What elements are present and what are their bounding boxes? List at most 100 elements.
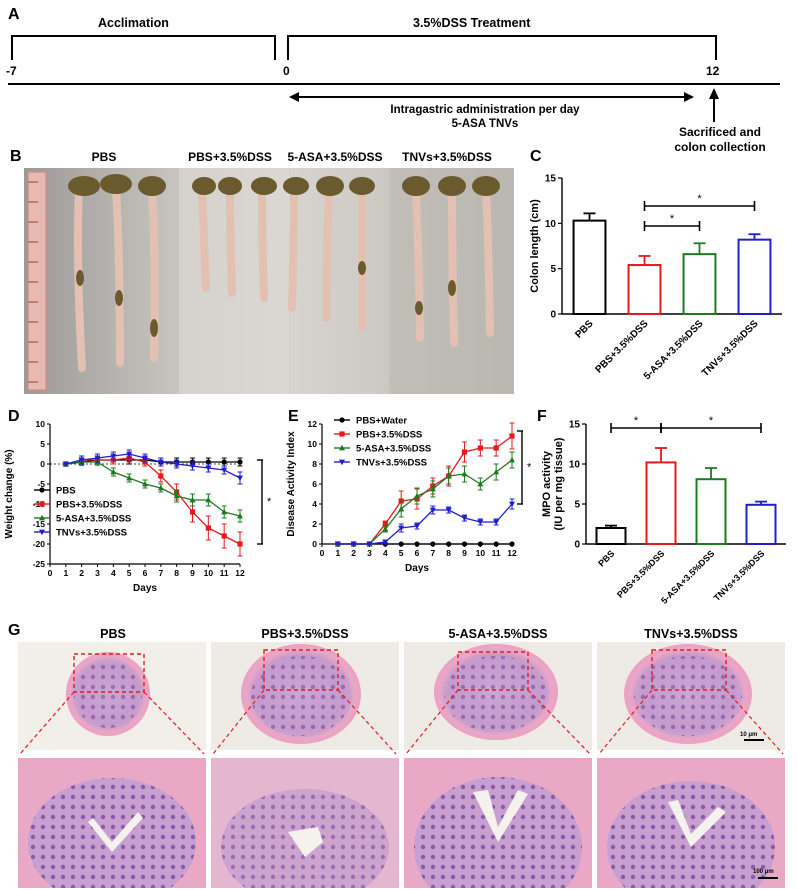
panel-letter-a: A xyxy=(8,6,20,23)
significance-star: * xyxy=(634,415,639,427)
panel-letter-f: F xyxy=(537,408,547,425)
panel-letter-d: D xyxy=(8,408,20,425)
data-point xyxy=(205,459,211,465)
data-point xyxy=(493,468,500,475)
data-point xyxy=(94,455,101,462)
data-point xyxy=(237,541,243,547)
data-point xyxy=(110,468,117,475)
legend-marker xyxy=(339,444,345,451)
tick-0: 0 xyxy=(283,64,290,78)
data-point xyxy=(78,457,85,464)
series-line xyxy=(65,453,241,479)
photo-label-tnv: TNVs+3.5%DSS xyxy=(402,150,492,164)
data-point xyxy=(237,512,243,519)
photo-label-pbs: PBS xyxy=(91,150,117,164)
y-tick-label: 12 xyxy=(308,419,318,429)
data-point xyxy=(414,541,420,547)
series-line xyxy=(337,459,513,545)
bar xyxy=(645,461,677,545)
legend-label: 5-ASA+3.5%DSS xyxy=(56,514,131,525)
y-tick-label: -15 xyxy=(33,519,46,529)
data-point xyxy=(477,445,483,451)
legend-label: 5-ASA+3.5%DSS xyxy=(356,444,431,455)
x-tick-label: 0 xyxy=(320,548,325,558)
y-axis-label: Weight change (%) xyxy=(4,449,15,538)
bar xyxy=(737,238,772,315)
sacrifice-label: Sacrificed and xyxy=(678,125,762,139)
data-point xyxy=(461,515,468,522)
legend-label: TNVs+3.5%DSS xyxy=(56,528,127,539)
data-point xyxy=(446,541,452,547)
admin-label: Intragastric administration per day xyxy=(390,104,580,116)
legend-label: PBS+Water xyxy=(356,416,407,427)
admin-arrow-right-head xyxy=(684,92,694,102)
data-point xyxy=(158,473,164,479)
y-axis-label-2: (IU per mg tissue) xyxy=(553,437,565,530)
data-point xyxy=(414,492,420,499)
data-point xyxy=(173,492,180,499)
data-point xyxy=(221,533,227,539)
data-point xyxy=(237,475,243,482)
data-point xyxy=(221,459,227,465)
y-tick-label: -25 xyxy=(33,559,46,569)
category-label: PBS xyxy=(596,548,616,568)
data-point xyxy=(429,507,436,514)
data-point xyxy=(189,509,196,515)
bar xyxy=(595,527,627,545)
colon-photo xyxy=(24,168,514,394)
legend-marker xyxy=(39,487,45,493)
x-tick-label: 8 xyxy=(174,568,179,578)
x-axis-label: Days xyxy=(405,563,429,574)
x-tick-label: 5 xyxy=(399,548,404,558)
acclimation-bracket xyxy=(11,35,276,60)
scale-bar-bottom: 100 μm xyxy=(753,869,774,875)
data-point xyxy=(429,485,436,492)
significance-star: * xyxy=(697,193,702,205)
significance-star: * xyxy=(670,213,675,225)
bar xyxy=(627,264,662,315)
data-point xyxy=(382,521,388,527)
data-point xyxy=(461,449,468,455)
data-point xyxy=(398,525,405,532)
data-point xyxy=(237,459,243,465)
admin-drugs-label: 5-ASA TNVs xyxy=(451,118,519,130)
x-tick-label: 7 xyxy=(430,548,435,558)
y-tick-label: 10 xyxy=(569,460,581,471)
x-tick-label: 6 xyxy=(143,568,148,578)
data-point xyxy=(477,519,484,526)
data-point xyxy=(350,541,357,548)
category-label: TNVs+3.5%DSS xyxy=(712,548,767,603)
x-tick-label: 0 xyxy=(48,568,53,578)
mpo-activity-chart: 0 5 10 15 PBSPBS+3.5%DSS5-ASA+3.5%DSSTNVs+3.… xyxy=(541,415,786,606)
data-point xyxy=(221,467,228,474)
series-line xyxy=(65,457,241,545)
significance-star: * xyxy=(267,496,272,508)
panel-letter-g: G xyxy=(8,622,21,639)
bar xyxy=(682,253,717,316)
data-point xyxy=(126,474,133,481)
data-point xyxy=(189,496,196,503)
x-tick-label: 11 xyxy=(220,568,229,578)
data-point xyxy=(334,541,341,548)
x-tick-label: 3 xyxy=(367,548,372,558)
data-point xyxy=(62,461,69,468)
data-point xyxy=(142,480,148,487)
data-point xyxy=(477,480,484,487)
category-label: PBS+3.5%DSS xyxy=(615,548,666,599)
y-tick-label: 4 xyxy=(312,499,317,509)
data-point xyxy=(509,541,515,547)
y-axis-label: MPO activity xyxy=(541,450,553,517)
data-point xyxy=(366,541,373,548)
data-point xyxy=(398,505,405,512)
significance-star: * xyxy=(709,415,714,427)
y-tick-label: 0 xyxy=(40,459,45,469)
panel-letter-e: E xyxy=(288,408,299,425)
legend-label: TNVs+3.5%DSS xyxy=(356,458,427,469)
x-tick-label: 9 xyxy=(190,568,195,578)
data-point xyxy=(509,501,515,508)
x-tick-label: 12 xyxy=(235,568,245,578)
legend-label: PBS+3.5%DSS xyxy=(356,430,422,441)
tick-minus7: -7 xyxy=(6,64,17,78)
y-tick-label: 8 xyxy=(312,459,317,469)
series-line xyxy=(337,503,513,545)
